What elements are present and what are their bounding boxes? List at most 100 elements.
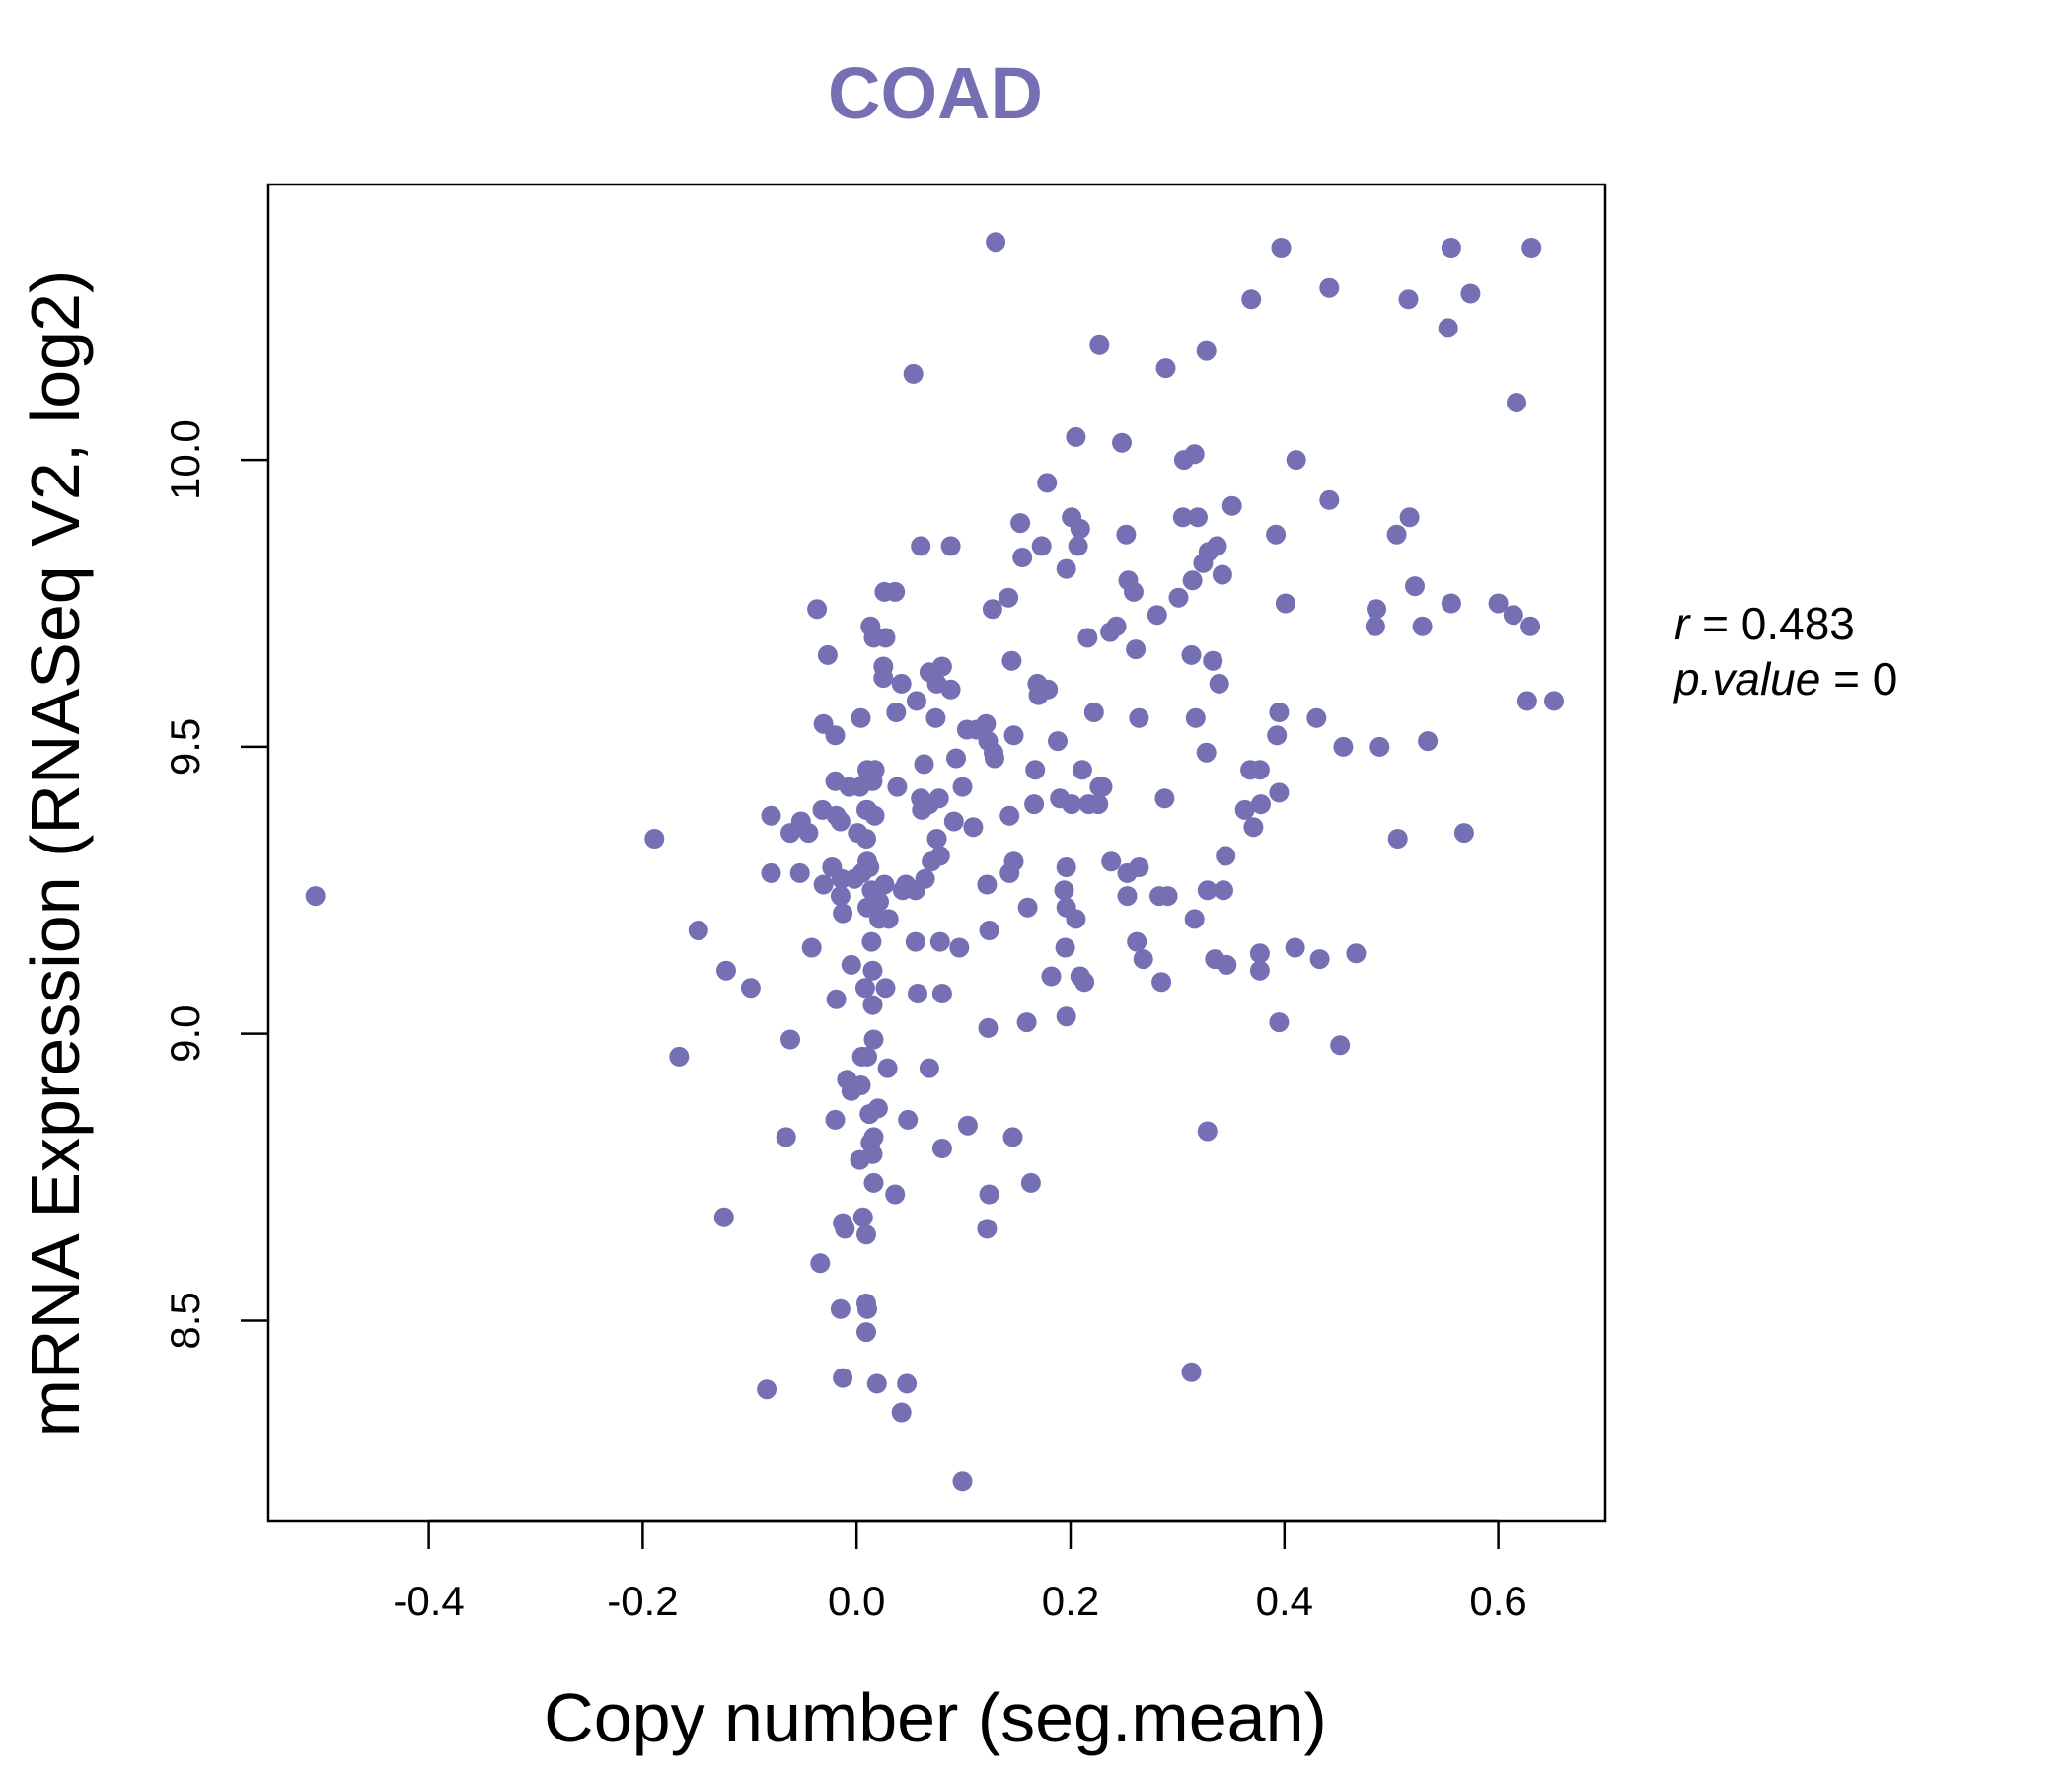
data-point [1117, 886, 1138, 907]
data-point [1212, 564, 1232, 585]
data-point [886, 703, 907, 722]
data-point [857, 1046, 877, 1067]
data-point [1249, 760, 1270, 780]
data-point [1441, 238, 1461, 258]
data-point [839, 777, 859, 797]
data-point [1196, 742, 1217, 763]
data-point [873, 668, 894, 689]
data-point [856, 799, 876, 820]
data-point [1062, 794, 1082, 815]
data-point [1181, 644, 1202, 665]
data-point [825, 1109, 846, 1130]
y-axis-title: mRNA Expression (RNASeq V2, log2) [17, 270, 94, 1438]
data-point [1129, 707, 1149, 728]
data-point [1330, 1035, 1351, 1056]
data-point [761, 862, 781, 883]
data-point [1271, 238, 1292, 258]
data-point [850, 1149, 870, 1170]
data-point [1016, 1012, 1037, 1033]
data-point [1127, 931, 1147, 952]
data-point [978, 1017, 999, 1038]
data-point [946, 748, 966, 769]
p-equals: = [1820, 653, 1872, 704]
data-point [1066, 426, 1086, 447]
data-point [1438, 318, 1458, 338]
data-point [1055, 937, 1075, 958]
data-point [1286, 450, 1306, 471]
data-point [1056, 558, 1076, 579]
data-point [897, 1373, 918, 1394]
data-point [1369, 736, 1390, 757]
data-point [1020, 1172, 1041, 1193]
data-point [1267, 725, 1288, 746]
data-point [1078, 794, 1099, 815]
data-point [863, 1172, 884, 1193]
data-point [1068, 536, 1088, 556]
data-point [943, 811, 964, 832]
data-point [1365, 616, 1385, 636]
data-point [1399, 507, 1420, 528]
data-point [898, 1109, 919, 1130]
data-point [1101, 851, 1122, 872]
data-point [798, 823, 819, 844]
data-point [825, 725, 846, 746]
data-point [857, 1298, 877, 1319]
data-point [874, 581, 895, 602]
data-point [780, 1029, 800, 1050]
data-point [830, 1298, 851, 1319]
data-point [1544, 691, 1564, 711]
data-point [1172, 507, 1193, 528]
data-point [716, 960, 736, 981]
data-point [1507, 393, 1526, 412]
data-point [862, 960, 883, 981]
x-axis: -0.4 -0.2 0.0 0.2 0.4 0.6 [393, 1519, 1527, 1624]
data-point [789, 862, 810, 883]
data-point [845, 868, 864, 889]
data-point [1306, 707, 1327, 728]
data-point [1412, 616, 1433, 636]
data-point [1072, 760, 1092, 780]
data-point [833, 1368, 853, 1388]
data-point [851, 707, 871, 728]
data-point [813, 874, 834, 895]
data-point [1066, 909, 1086, 929]
data-point [859, 1104, 880, 1125]
data-point [1203, 650, 1223, 671]
data-point [852, 1207, 873, 1227]
r-annotation: r = 0.483 [1674, 598, 1855, 649]
data-point [835, 1219, 855, 1239]
data-point [841, 954, 861, 975]
data-point [1387, 829, 1408, 849]
x-tick-label: 0.0 [828, 1578, 885, 1624]
data-point [1001, 650, 1022, 671]
data-point [875, 628, 896, 648]
data-point [952, 777, 973, 797]
data-point [644, 829, 665, 849]
x-tick-label: -0.2 [607, 1578, 678, 1624]
data-point [875, 978, 896, 999]
data-point [1517, 691, 1537, 711]
data-point [826, 989, 847, 1009]
data-point [1025, 760, 1046, 780]
data-point [891, 673, 912, 694]
data-point [1112, 432, 1132, 453]
data-point [1197, 880, 1218, 901]
data-point [885, 1184, 906, 1205]
p-annotation: p.value = 0 [1672, 653, 1897, 704]
data-point [1221, 495, 1242, 516]
data-point [1234, 799, 1255, 820]
data-point [1024, 794, 1045, 815]
data-point [1266, 524, 1287, 545]
data-point [1151, 972, 1172, 993]
data-point [863, 1029, 884, 1050]
data-point [1520, 616, 1541, 636]
data-point [1168, 587, 1189, 608]
data-point [1241, 289, 1262, 310]
data-point [940, 536, 961, 556]
r-label: r [1674, 598, 1691, 649]
data-point [801, 937, 822, 958]
data-point [1077, 628, 1098, 648]
data-point [905, 931, 925, 952]
data-point [1173, 450, 1194, 471]
